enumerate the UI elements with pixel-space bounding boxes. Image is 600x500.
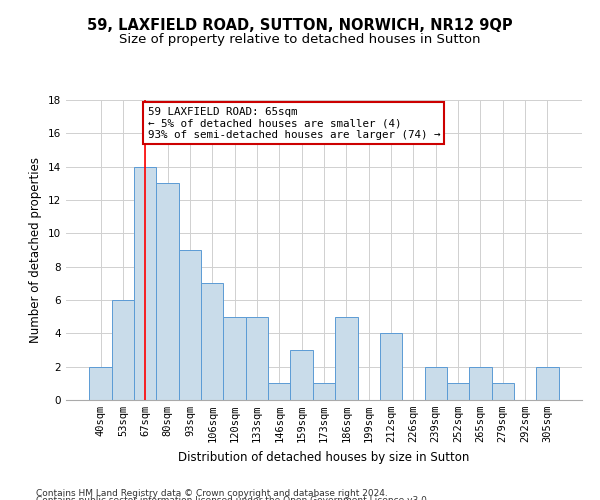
Bar [134, 166, 157, 400]
Bar [380, 334, 402, 400]
Bar [157, 184, 179, 400]
Bar [179, 250, 201, 400]
Bar [246, 316, 268, 400]
Text: 59, LAXFIELD ROAD, SUTTON, NORWICH, NR12 9QP: 59, LAXFIELD ROAD, SUTTON, NORWICH, NR12… [87, 18, 513, 32]
Bar [335, 316, 358, 400]
Bar [313, 384, 335, 400]
Bar [223, 316, 246, 400]
Text: 59 LAXFIELD ROAD: 65sqm
← 5% of detached houses are smaller (4)
93% of semi-deta: 59 LAXFIELD ROAD: 65sqm ← 5% of detached… [148, 106, 440, 140]
Text: Contains public sector information licensed under the Open Government Licence v3: Contains public sector information licen… [36, 496, 430, 500]
Text: Size of property relative to detached houses in Sutton: Size of property relative to detached ho… [119, 32, 481, 46]
Bar [89, 366, 112, 400]
Bar [290, 350, 313, 400]
X-axis label: Distribution of detached houses by size in Sutton: Distribution of detached houses by size … [178, 450, 470, 464]
Bar [425, 366, 447, 400]
Bar [112, 300, 134, 400]
Bar [201, 284, 223, 400]
Bar [469, 366, 491, 400]
Bar [268, 384, 290, 400]
Bar [447, 384, 469, 400]
Y-axis label: Number of detached properties: Number of detached properties [29, 157, 43, 343]
Text: Contains HM Land Registry data © Crown copyright and database right 2024.: Contains HM Land Registry data © Crown c… [36, 488, 388, 498]
Bar [491, 384, 514, 400]
Bar [536, 366, 559, 400]
